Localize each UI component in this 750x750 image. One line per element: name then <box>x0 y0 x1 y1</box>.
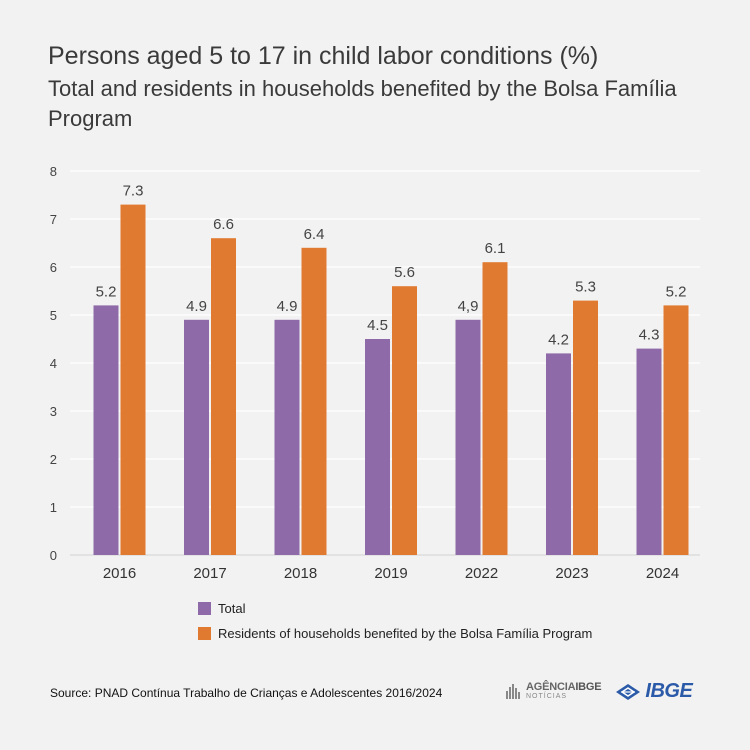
x-tick-label: 2019 <box>374 565 407 582</box>
agencia-sub: NOTÍCIAS <box>526 692 568 700</box>
bar-total <box>455 319 481 555</box>
bar-bolsa <box>211 238 236 555</box>
legend-swatch-bolsa <box>198 626 211 640</box>
x-tick-label: 2022 <box>465 565 498 582</box>
agencia-brand: IBGE <box>575 680 602 693</box>
x-tick-label: 2023 <box>555 565 588 582</box>
bar-total <box>274 319 300 555</box>
x-tick-label: 2018 <box>284 565 317 582</box>
y-tick-label: 5 <box>50 308 57 323</box>
legend-swatch-total <box>198 601 211 615</box>
data-label: 4.9 <box>277 298 298 315</box>
y-tick-label: 0 <box>50 548 57 563</box>
y-tick-label: 3 <box>50 404 57 419</box>
ibge-logo-text: IBGE <box>645 680 693 702</box>
agencia-ibge-logo: AGÊNCIAIBGE NOTÍCIAS <box>505 680 602 702</box>
data-label: 4.5 <box>367 317 388 334</box>
source-note: Source: PNAD Contínua Trabalho de Crianç… <box>50 686 443 700</box>
data-label: 4.3 <box>639 327 660 344</box>
x-tick-label: 2024 <box>646 565 679 582</box>
y-tick-label: 7 <box>50 212 57 227</box>
data-label: 6.1 <box>485 240 506 257</box>
bar-bolsa <box>120 204 146 555</box>
ibge-logo: IBGE <box>615 680 693 703</box>
ibge-diamond-icon <box>616 683 641 700</box>
data-label: 5.2 <box>666 283 687 300</box>
y-tick-label: 1 <box>50 500 57 515</box>
data-label: 6.4 <box>304 226 325 243</box>
chart-title: Persons aged 5 to 17 in child labor cond… <box>48 42 599 70</box>
agencia-name: AGÊNCIA <box>526 680 576 693</box>
title-block: Persons aged 5 to 17 in child labor cond… <box>48 40 728 134</box>
chart-subtitle: Total and residents in households benefi… <box>48 76 677 131</box>
legend: Total Residents of households benefited … <box>198 600 592 650</box>
data-label: 7.3 <box>123 183 144 200</box>
y-tick-label: 8 <box>50 164 57 179</box>
bar-bolsa <box>573 300 598 555</box>
data-label: 4,9 <box>458 298 479 315</box>
data-label: 5.6 <box>394 264 415 281</box>
data-label: 4.2 <box>548 331 569 348</box>
bar-total <box>184 319 209 555</box>
y-tick-label: 2 <box>50 452 57 467</box>
data-label: 6.6 <box>213 216 234 233</box>
bar-bolsa <box>482 262 508 555</box>
agencia-bars-icon <box>506 683 520 699</box>
legend-label-bolsa: Residents of households benefited by the… <box>218 625 593 641</box>
data-label: 4.9 <box>186 298 207 315</box>
bar-total <box>365 339 390 555</box>
bar-total <box>93 305 119 555</box>
legend-item-total: Total <box>198 600 592 616</box>
bar-bolsa <box>392 286 417 555</box>
x-tick-label: 2017 <box>193 565 226 582</box>
bar-total <box>636 348 662 555</box>
bar-bolsa <box>663 305 689 555</box>
y-tick-label: 6 <box>50 260 57 275</box>
y-tick-label: 4 <box>50 356 57 371</box>
logos: AGÊNCIAIBGE NOTÍCIAS IBGE <box>505 680 693 703</box>
bar-total <box>546 353 571 555</box>
legend-label-total: Total <box>218 600 246 616</box>
legend-item-bolsa: Residents of households benefited by the… <box>198 625 592 641</box>
data-label: 5.2 <box>96 283 117 300</box>
data-label: 5.3 <box>575 279 596 296</box>
x-tick-label: 2016 <box>103 565 136 582</box>
bar-bolsa <box>301 247 327 556</box>
